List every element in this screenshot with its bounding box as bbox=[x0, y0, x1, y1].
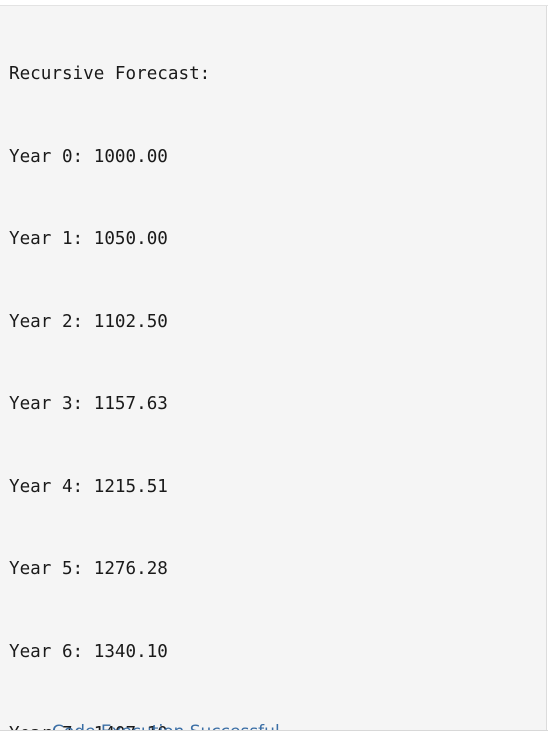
forecast-row: Year 6: 1340.10 bbox=[9, 641, 168, 662]
forecast-row: Year 5: 1276.28 bbox=[9, 559, 168, 579]
section-heading: Recursive Forecast: bbox=[9, 64, 211, 84]
forecast-row: Year 4: 1215.51 bbox=[9, 476, 168, 497]
forecast-row: Year 2: 1102.50 bbox=[9, 311, 168, 332]
console-output: Recursive Forecast: Year 0: 1000.00 Year… bbox=[9, 6, 496, 730]
top-divider bbox=[0, 0, 548, 6]
forecast-row: Year 1: 1050.00 bbox=[9, 229, 168, 249]
forecast-row: Year 0: 1000.00 bbox=[9, 146, 168, 167]
forecast-row: Year 3: 1157.63 bbox=[9, 394, 168, 414]
forecast-row: Year 7: 1407.10 bbox=[9, 721, 496, 730]
execution-status-text: Code Execution Successful bbox=[52, 719, 280, 730]
output-panel[interactable]: Recursive Forecast: Year 0: 1000.00 Year… bbox=[0, 6, 547, 730]
